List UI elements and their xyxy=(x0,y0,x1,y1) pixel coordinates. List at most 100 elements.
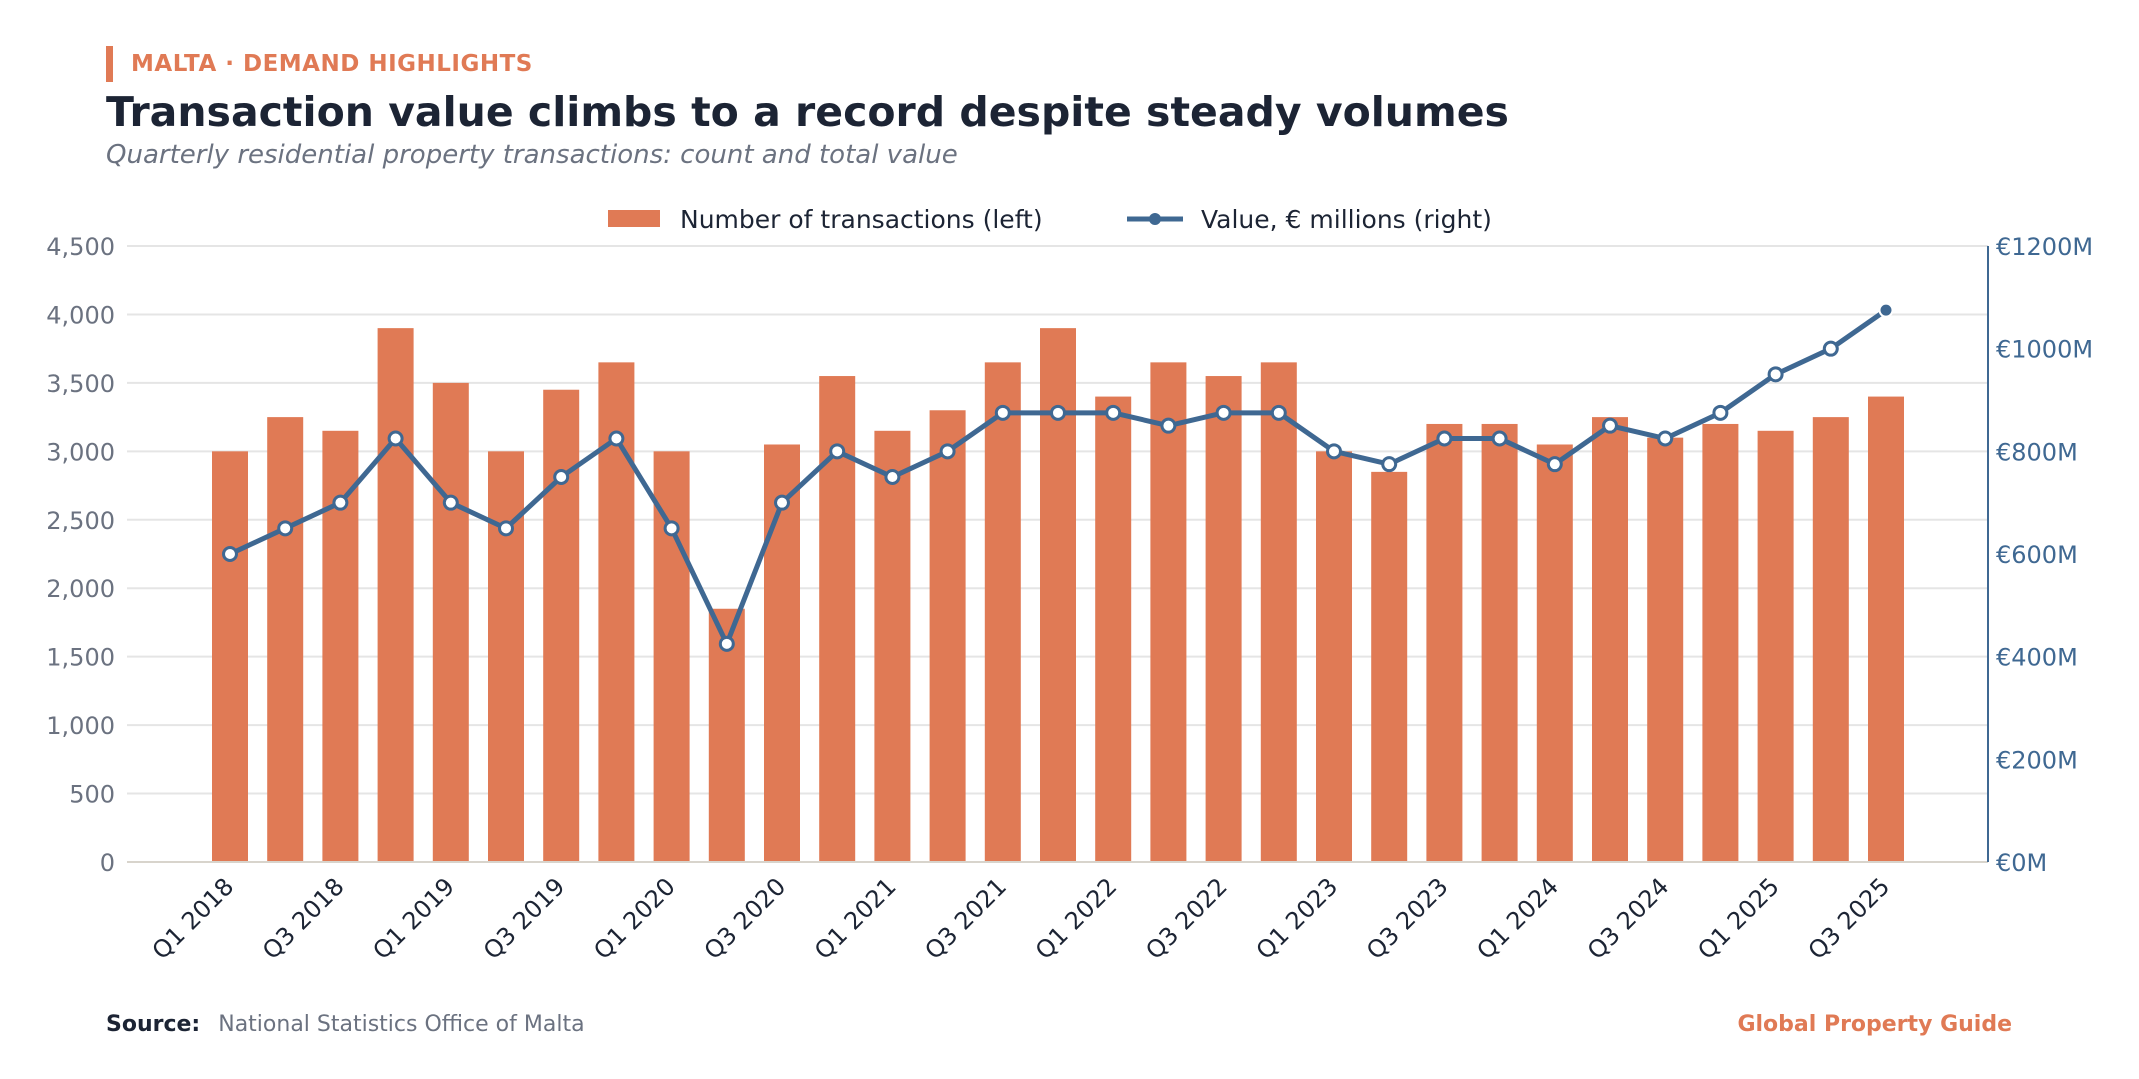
bar-transactions xyxy=(432,382,469,862)
x-tick-label: Q3 2024 xyxy=(1582,872,1675,965)
y-left-tick-label: 3,500 xyxy=(46,370,115,398)
legend-label-line: Value, € millions (right) xyxy=(1201,205,1492,234)
y-left-tick-label: 3,000 xyxy=(46,438,115,466)
bar-transactions xyxy=(1095,396,1132,862)
bar-transactions xyxy=(764,444,800,862)
x-tick-label: Q3 2022 xyxy=(1140,872,1233,965)
page-subtitle: Quarterly residential property transacti… xyxy=(106,140,958,170)
source-label: Source: xyxy=(106,1012,201,1037)
y-left-tick-label: 1,000 xyxy=(46,712,115,740)
legend: Number of transactions (left) Value, € mi… xyxy=(608,205,1492,234)
y-right-tick-label: €200M xyxy=(1996,746,2078,774)
x-tick-label: Q1 2019 xyxy=(368,872,461,965)
bar-transactions xyxy=(488,451,524,862)
y-right-tick-label: €1000M xyxy=(1996,336,2093,364)
bar-transactions xyxy=(212,451,248,862)
brand-label: Global Property Guide xyxy=(1737,1012,2012,1037)
bar-transactions xyxy=(543,389,580,862)
x-tick-label: Q1 2021 xyxy=(809,872,902,965)
y-left-tick-label: 2,000 xyxy=(46,575,115,603)
bar-transactions xyxy=(653,451,690,862)
line-value-point xyxy=(994,404,1011,421)
line-value-point xyxy=(387,430,404,447)
kicker-accent-bar xyxy=(106,46,113,82)
legend-swatch-marker xyxy=(1149,213,1161,225)
bar-transactions xyxy=(929,410,966,862)
line-value-point xyxy=(1105,404,1122,421)
bar-transactions xyxy=(1481,423,1518,862)
line-value-point xyxy=(1712,404,1729,421)
line-value-point xyxy=(774,494,790,511)
line-series xyxy=(222,302,1894,652)
bar-transactions xyxy=(1812,417,1849,862)
page-title: Transaction value climbs to a record des… xyxy=(106,88,1509,136)
bar-transactions xyxy=(1868,396,1904,862)
y-left-tick-label: 4,500 xyxy=(46,233,115,261)
bar-transactions xyxy=(1647,437,1684,862)
x-tick-label: Q3 2018 xyxy=(257,872,350,965)
line-value-point xyxy=(1822,340,1839,357)
line-value-point xyxy=(718,635,735,652)
bar-transactions xyxy=(1702,423,1739,862)
line-value-point xyxy=(498,520,514,537)
source-value: National Statistics Office of Malta xyxy=(218,1012,585,1037)
kicker: MALTA · DEMAND HIGHLIGHTS xyxy=(106,46,533,82)
y-left-tick-label: 2,500 xyxy=(46,507,115,535)
x-tick-label: Q1 2025 xyxy=(1692,872,1785,965)
bar-transactions xyxy=(1205,376,1242,862)
bar-transactions xyxy=(1260,362,1297,862)
line-value-point xyxy=(608,430,625,447)
x-tick-label: Q1 2020 xyxy=(588,872,681,965)
line-value-point xyxy=(829,443,846,460)
line-value-point xyxy=(1326,443,1342,460)
line-value-point xyxy=(442,494,459,511)
bar-transactions xyxy=(874,430,911,862)
y-left-tick-label: 1,500 xyxy=(46,644,115,672)
bar-transactions xyxy=(984,362,1021,862)
line-value-point xyxy=(1546,456,1563,473)
kicker-text: MALTA · DEMAND HIGHLIGHTS xyxy=(131,51,533,77)
bar-transactions xyxy=(1371,471,1408,862)
line-value-point xyxy=(277,520,294,537)
line-value-point xyxy=(1657,430,1674,447)
y-right-tick-label: €0M xyxy=(1996,849,2047,877)
line-value-point xyxy=(222,546,238,562)
x-tick-label: Q3 2025 xyxy=(1803,872,1896,965)
bar-transactions xyxy=(377,328,414,863)
line-value-point xyxy=(1215,404,1232,421)
x-tick-label: Q1 2023 xyxy=(1251,872,1344,965)
bar-series xyxy=(212,328,1904,863)
x-tick-label: Q3 2019 xyxy=(478,872,571,965)
bar-transactions xyxy=(1536,444,1573,862)
line-value-point xyxy=(884,469,901,485)
line-value-point xyxy=(1160,417,1177,434)
legend-swatch-bar xyxy=(608,210,660,227)
bar-transactions xyxy=(1150,362,1187,862)
y-left-tick-label: 4,000 xyxy=(46,301,115,329)
x-tick-label: Q1 2024 xyxy=(1472,872,1565,965)
y-right-tick-label: €800M xyxy=(1996,438,2078,466)
legend-label-bar: Number of transactions (left) xyxy=(680,205,1043,234)
line-value-point xyxy=(1381,456,1398,473)
line-value-point xyxy=(1878,302,1894,318)
x-tick-label: Q1 2022 xyxy=(1030,872,1123,965)
bar-transactions xyxy=(1426,423,1463,862)
y-left-tick-label: 500 xyxy=(69,781,115,809)
line-value-point xyxy=(663,520,680,537)
x-tick-label: Q3 2021 xyxy=(920,872,1013,965)
line-value-point xyxy=(1767,366,1784,383)
bar-transactions xyxy=(1316,451,1352,862)
line-value-point xyxy=(332,494,349,511)
chart: 0 500 1,000 1,500 2,000 2,500 3,000 3,500 4,000 4… xyxy=(46,205,2093,965)
bar-transactions xyxy=(1757,430,1794,862)
source-note: Source: National Statistics Office of Mal… xyxy=(106,1012,585,1037)
bar-transactions xyxy=(1592,417,1628,862)
line-value-point xyxy=(553,469,570,485)
x-tick-label: Q3 2023 xyxy=(1361,872,1454,965)
bar-transactions xyxy=(267,417,304,862)
x-tick-label: Q3 2020 xyxy=(699,872,792,965)
y-right-tick-label: €1200M xyxy=(1996,233,2093,261)
line-value-point xyxy=(939,443,956,460)
line-value-point xyxy=(1270,404,1287,421)
y-right-tick-label: €400M xyxy=(1996,644,2078,672)
